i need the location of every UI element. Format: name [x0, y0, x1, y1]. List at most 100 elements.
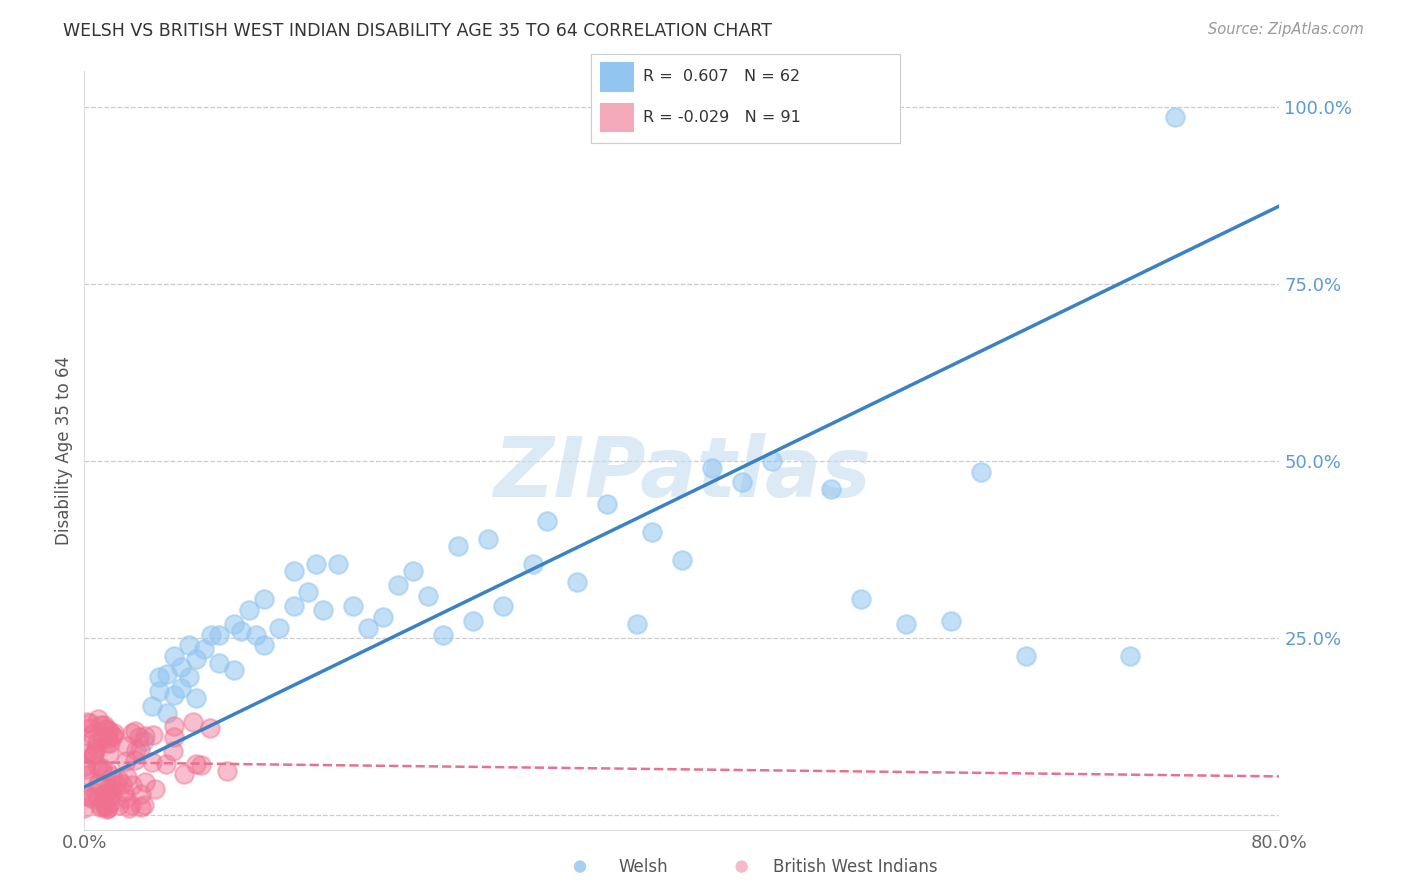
Point	[76, 746, 98, 760]
Point	[267, 621, 290, 635]
Point	[90, 799, 112, 814]
Point	[297, 585, 319, 599]
Point	[134, 775, 156, 789]
Point	[76, 714, 98, 729]
Point	[103, 729, 125, 743]
Point	[101, 769, 124, 783]
Point	[186, 691, 208, 706]
Point	[86, 735, 108, 749]
Point	[101, 728, 124, 742]
Point	[567, 574, 589, 589]
Point	[163, 688, 186, 702]
Point	[305, 557, 328, 571]
Point	[447, 539, 470, 553]
Point	[96, 736, 118, 750]
Point	[432, 628, 454, 642]
Point	[86, 786, 108, 800]
Point	[87, 760, 110, 774]
Point	[173, 767, 195, 781]
Point	[121, 725, 143, 739]
Point	[245, 628, 267, 642]
Point	[1119, 648, 1142, 663]
Point	[83, 746, 105, 760]
Point	[97, 801, 120, 815]
Point	[107, 797, 129, 812]
Point	[93, 787, 115, 801]
Point	[700, 461, 723, 475]
Point	[198, 721, 221, 735]
Point	[94, 722, 117, 736]
Point	[124, 723, 146, 738]
Point	[522, 557, 544, 571]
Point	[155, 706, 177, 720]
Point	[1014, 648, 1036, 663]
Point	[222, 617, 245, 632]
Point	[193, 641, 215, 656]
Point	[416, 589, 439, 603]
Point	[568, 860, 592, 874]
Point	[97, 723, 120, 738]
Point	[98, 747, 121, 761]
Point	[222, 663, 245, 677]
Point	[894, 617, 917, 632]
Point	[162, 744, 184, 758]
Point	[312, 603, 335, 617]
Point	[163, 648, 186, 663]
Point	[96, 802, 118, 816]
Point	[79, 789, 101, 804]
Point	[1164, 111, 1187, 125]
Point	[86, 776, 108, 790]
Point	[129, 742, 152, 756]
Point	[84, 741, 107, 756]
Point	[115, 771, 138, 785]
Point	[761, 454, 783, 468]
Point	[97, 731, 120, 746]
Point	[114, 791, 136, 805]
Point	[477, 532, 499, 546]
Point	[177, 670, 200, 684]
Text: Welsh: Welsh	[619, 858, 668, 876]
FancyBboxPatch shape	[600, 103, 634, 132]
Point	[93, 718, 115, 732]
Point	[641, 524, 664, 539]
Point	[163, 730, 186, 744]
Point	[671, 553, 693, 567]
Point	[215, 764, 238, 779]
Point	[626, 617, 648, 632]
Text: ZIPatlas: ZIPatlas	[494, 433, 870, 514]
Point	[186, 756, 208, 771]
Text: WELSH VS BRITISH WEST INDIAN DISABILITY AGE 35 TO 64 CORRELATION CHART: WELSH VS BRITISH WEST INDIAN DISABILITY …	[63, 22, 772, 40]
Point	[80, 727, 103, 741]
Point	[731, 860, 754, 874]
Y-axis label: Disability Age 35 to 64: Disability Age 35 to 64	[55, 356, 73, 545]
Point	[148, 684, 170, 698]
Point	[98, 796, 121, 810]
Point	[87, 777, 110, 791]
Point	[132, 734, 156, 748]
Point	[105, 778, 128, 792]
Point	[124, 753, 146, 767]
Point	[125, 743, 148, 757]
Point	[75, 762, 97, 776]
Point	[141, 698, 163, 713]
Point	[596, 497, 619, 511]
Point	[231, 624, 253, 639]
Point	[111, 777, 134, 791]
Point	[461, 614, 484, 628]
Point	[91, 763, 114, 777]
Point	[129, 800, 152, 814]
Point	[90, 730, 112, 744]
Point	[73, 800, 96, 814]
Point	[96, 722, 118, 736]
Point	[80, 790, 103, 805]
Point	[328, 557, 350, 571]
Point	[132, 797, 155, 812]
Point	[120, 797, 142, 812]
Point	[107, 772, 129, 787]
Point	[170, 659, 193, 673]
Point	[82, 731, 104, 746]
Point	[143, 782, 166, 797]
Point	[536, 514, 558, 528]
Point	[94, 799, 117, 814]
Point	[87, 789, 110, 804]
